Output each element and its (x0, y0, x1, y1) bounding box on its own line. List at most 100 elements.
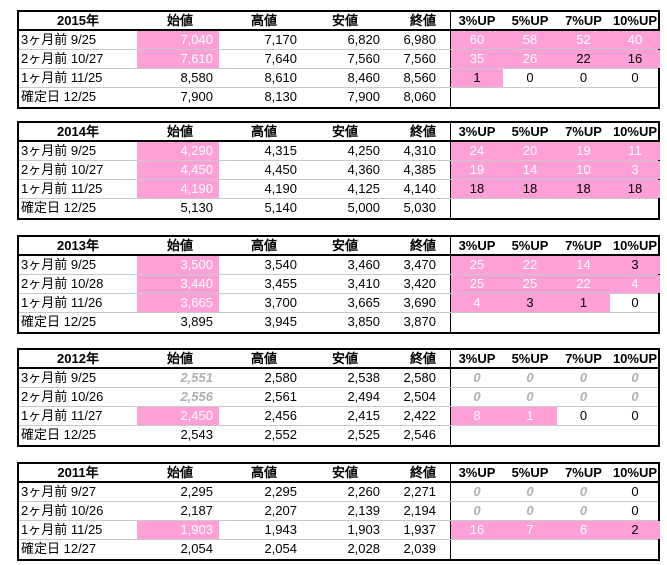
up7-cell[interactable]: 10 (557, 161, 610, 179)
up7-cell[interactable] (557, 88, 610, 107)
close-cell[interactable]: 2,546 (403, 427, 436, 442)
header-up10[interactable]: 10%UP (612, 13, 658, 28)
up5-cell[interactable]: 26 (503, 50, 557, 68)
low-cell[interactable]: 2,028 (347, 541, 380, 556)
up3-cell[interactable]: 0 (450, 369, 503, 387)
header-up10[interactable]: 10%UP (612, 238, 658, 253)
up7-cell[interactable] (557, 426, 610, 445)
header-low[interactable]: 安値 (331, 238, 358, 253)
up3-cell[interactable]: 4 (450, 294, 503, 312)
up7-cell[interactable]: 0 (579, 389, 588, 404)
header-high[interactable]: 高値 (250, 238, 277, 253)
open-cell[interactable]: 2,054 (180, 541, 213, 556)
high-cell[interactable]: 4,450 (264, 162, 297, 177)
high-cell[interactable]: 4,315 (264, 143, 297, 158)
high-cell[interactable]: 2,456 (264, 408, 297, 423)
header-low[interactable]: 安値 (331, 465, 358, 480)
close-cell[interactable]: 4,140 (403, 181, 436, 196)
up7-cell[interactable] (557, 199, 610, 218)
close-cell[interactable]: 3,420 (403, 276, 436, 291)
close-cell[interactable]: 1,937 (403, 522, 436, 537)
up10-cell[interactable]: 0 (631, 408, 639, 423)
open-cell[interactable]: 2,187 (180, 503, 213, 518)
up7-cell[interactable]: 52 (557, 31, 610, 49)
up5-cell[interactable]: 14 (503, 161, 557, 179)
up7-cell[interactable]: 6 (557, 521, 610, 539)
high-cell[interactable]: 2,207 (264, 503, 297, 518)
high-cell[interactable]: 2,295 (264, 484, 297, 499)
year-label[interactable]: 2011年 (57, 465, 99, 480)
high-cell[interactable]: 8,610 (264, 70, 297, 85)
up3-cell[interactable]: 16 (450, 521, 503, 539)
up10-cell[interactable] (610, 540, 660, 559)
header-high[interactable]: 高値 (250, 13, 277, 28)
up7-cell[interactable]: 0 (579, 408, 588, 423)
header-up7[interactable]: 7%UP (565, 124, 602, 139)
header-up10[interactable]: 10%UP (612, 465, 658, 480)
header-open[interactable]: 始値 (166, 351, 193, 366)
up5-cell[interactable]: 22 (503, 256, 557, 274)
open-cell[interactable]: 3,440 (137, 275, 219, 293)
open-cell[interactable]: 4,190 (137, 180, 219, 198)
up3-cell[interactable]: 25 (450, 256, 503, 274)
row-label[interactable]: 1ヶ月前 11/26 (21, 295, 103, 310)
close-cell[interactable]: 5,030 (403, 200, 436, 215)
high-cell[interactable]: 3,700 (264, 295, 297, 310)
up7-cell[interactable]: 0 (579, 484, 588, 499)
up3-cell[interactable] (450, 313, 503, 332)
low-cell[interactable]: 2,494 (347, 389, 380, 404)
up7-cell[interactable]: 22 (557, 275, 610, 293)
high-cell[interactable]: 2,580 (264, 370, 297, 385)
row-label[interactable]: 2ヶ月前 10/26 (21, 389, 104, 404)
header-up7[interactable]: 7%UP (565, 465, 602, 480)
up10-cell[interactable]: 40 (610, 31, 660, 49)
up5-cell[interactable]: 0 (526, 70, 534, 85)
close-cell[interactable]: 7,560 (403, 51, 436, 66)
up5-cell[interactable] (503, 426, 557, 445)
up10-cell[interactable]: 0 (631, 295, 639, 310)
up10-cell[interactable]: 18 (610, 180, 660, 198)
close-cell[interactable]: 8,560 (403, 70, 436, 85)
low-cell[interactable]: 1,903 (347, 522, 380, 537)
year-label[interactable]: 2015年 (57, 13, 99, 28)
up3-cell[interactable] (450, 426, 503, 445)
low-cell[interactable]: 2,415 (347, 408, 380, 423)
close-cell[interactable]: 3,690 (403, 295, 436, 310)
up10-cell[interactable]: 4 (610, 275, 660, 293)
low-cell[interactable]: 3,665 (347, 295, 380, 310)
up10-cell[interactable]: 11 (610, 142, 660, 160)
open-cell[interactable]: 3,895 (180, 314, 213, 329)
up7-cell[interactable]: 18 (557, 180, 610, 198)
up5-cell[interactable] (503, 540, 557, 559)
up7-cell[interactable]: 19 (557, 142, 610, 160)
open-cell[interactable]: 1,903 (137, 521, 219, 539)
up3-cell[interactable]: 0 (450, 483, 503, 501)
up5-cell[interactable]: 0 (526, 503, 534, 518)
up10-cell[interactable]: 0 (631, 484, 639, 499)
low-cell[interactable]: 4,250 (347, 143, 380, 158)
header-up5[interactable]: 5%UP (511, 124, 549, 139)
header-open[interactable]: 始値 (166, 465, 193, 480)
up3-cell[interactable]: 0 (450, 502, 503, 520)
high-cell[interactable]: 2,552 (264, 427, 297, 442)
header-up10[interactable]: 10%UP (612, 351, 658, 366)
row-label[interactable]: 3ヶ月前 9/25 (21, 370, 97, 385)
row-label[interactable]: 1ヶ月前 11/25 (21, 70, 103, 85)
close-cell[interactable]: 2,271 (403, 484, 436, 499)
header-close[interactable]: 終値 (409, 124, 436, 139)
row-label[interactable]: 2ヶ月前 10/26 (21, 503, 104, 518)
up10-cell[interactable]: 0 (631, 503, 639, 518)
header-high[interactable]: 高値 (250, 351, 277, 366)
up10-cell[interactable]: 16 (610, 50, 660, 68)
high-cell[interactable]: 2,561 (264, 389, 297, 404)
up3-cell[interactable] (450, 88, 503, 107)
row-label[interactable]: 確定日 12/25 (21, 89, 97, 104)
header-up7[interactable]: 7%UP (565, 238, 602, 253)
low-cell[interactable]: 4,360 (347, 162, 380, 177)
up5-cell[interactable]: 18 (503, 180, 557, 198)
header-up3[interactable]: 3%UP (450, 123, 503, 140)
row-label[interactable]: 確定日 12/25 (21, 314, 97, 329)
high-cell[interactable]: 8,130 (264, 89, 297, 104)
open-cell[interactable]: 2,551 (180, 370, 213, 385)
up5-cell[interactable]: 25 (503, 275, 557, 293)
